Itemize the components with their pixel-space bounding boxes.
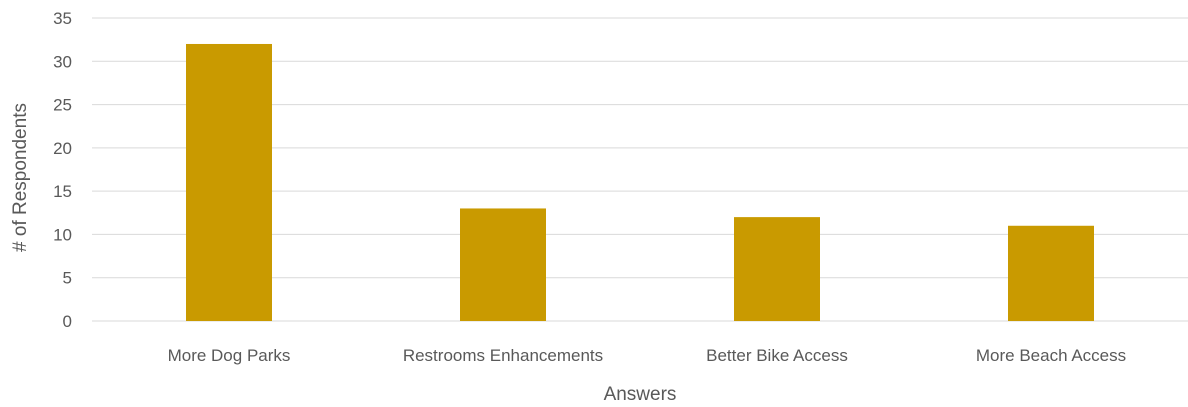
bar	[460, 208, 546, 321]
y-tick-label: 35	[53, 9, 72, 28]
bars	[186, 43, 1094, 321]
y-tick-label: 5	[63, 269, 72, 288]
y-tick-label: 0	[63, 312, 72, 331]
y-tick-label: 20	[53, 139, 72, 158]
y-tick-label: 15	[53, 182, 72, 201]
y-tick-label: 25	[53, 96, 72, 115]
gridlines	[92, 17, 1188, 322]
bar	[1008, 225, 1094, 321]
y-tick-labels: 0 5 10 15 20 25 30 35	[53, 9, 72, 331]
y-tick-label: 10	[53, 225, 72, 244]
y-axis-title: # of Respondents	[10, 103, 31, 252]
bar	[186, 43, 272, 321]
bar	[734, 217, 820, 321]
x-axis-title: Answers	[604, 384, 677, 405]
x-category-labels: More Dog Parks Restrooms Enhancements Bett…	[168, 346, 1127, 365]
x-category-label: More Dog Parks	[168, 346, 291, 365]
x-category-label: Restrooms Enhancements	[403, 346, 603, 365]
y-tick-label: 30	[53, 52, 72, 71]
x-category-label: Better Bike Access	[706, 346, 848, 365]
x-category-label: More Beach Access	[976, 346, 1126, 365]
